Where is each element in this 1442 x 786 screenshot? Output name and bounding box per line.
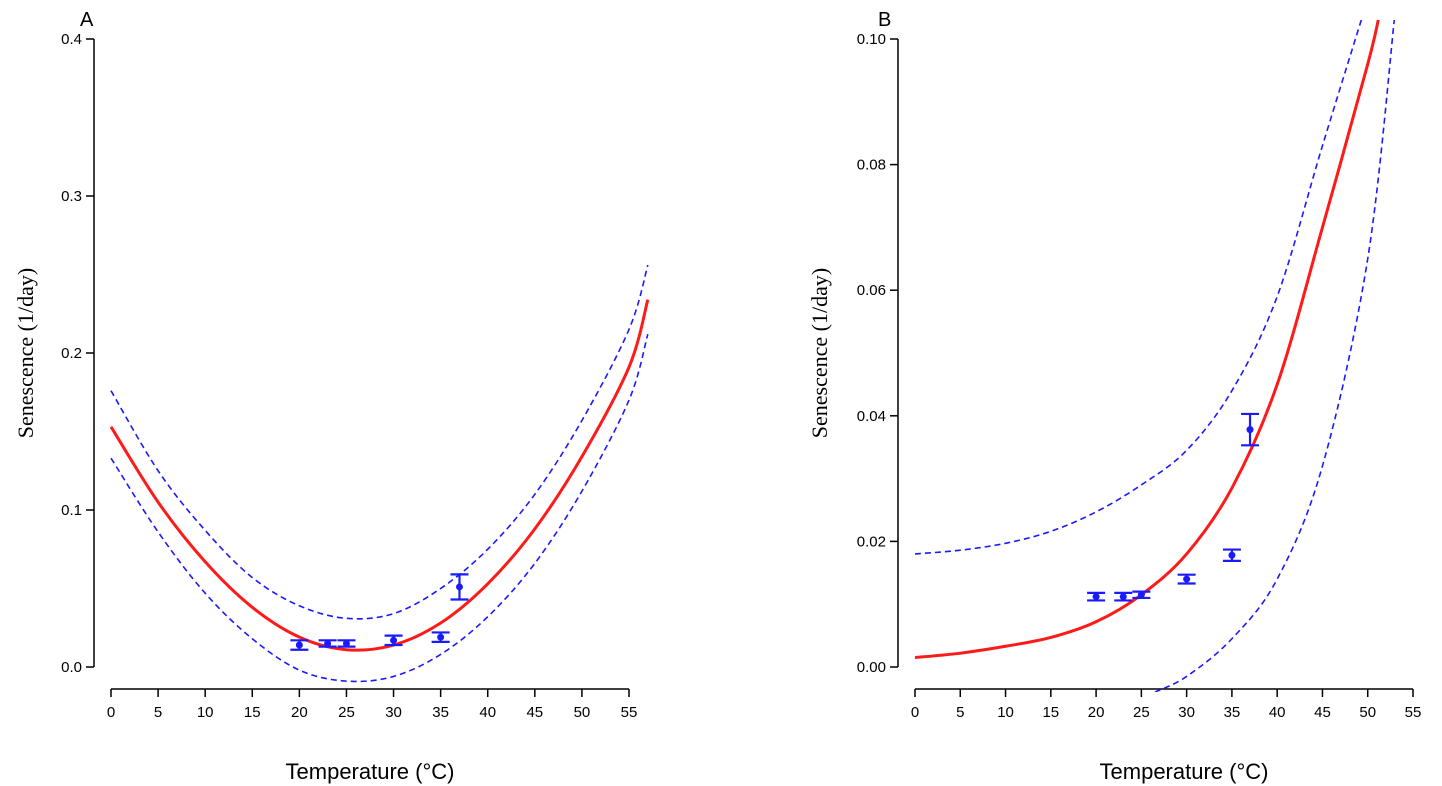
point-marker bbox=[1092, 593, 1100, 601]
x-tick-label: 40 bbox=[1269, 704, 1286, 721]
x-tick-label: 0 bbox=[911, 704, 919, 721]
series-ci-upper bbox=[110, 264, 649, 620]
x-tick-label: 5 bbox=[956, 704, 964, 721]
x-tick-label: 15 bbox=[1042, 704, 1059, 721]
series-ci-lower bbox=[1154, 20, 1396, 692]
y-tick-label: 0.4 bbox=[61, 31, 82, 48]
point-marker bbox=[324, 639, 332, 647]
x-tick-label: 5 bbox=[154, 704, 162, 721]
point-marker bbox=[1137, 591, 1145, 599]
data-point bbox=[1241, 412, 1260, 447]
data-point bbox=[337, 639, 356, 648]
panel-a-label: A bbox=[80, 9, 94, 31]
point-marker bbox=[437, 633, 445, 641]
x-tick-label: 50 bbox=[574, 704, 591, 721]
y-tick-label: 0.06 bbox=[857, 282, 886, 299]
x-tick-label: 50 bbox=[1359, 704, 1376, 721]
x-tick-label: 10 bbox=[197, 704, 214, 721]
x-tick-label: 55 bbox=[1405, 704, 1422, 721]
panel-a-x-label: Temperature (°C) bbox=[286, 759, 455, 784]
series-fit bbox=[109, 299, 650, 652]
y-tick-label: 0.10 bbox=[857, 31, 886, 48]
data-point bbox=[450, 573, 469, 601]
data-point bbox=[431, 631, 450, 643]
panel-a: A 0.0 0.1 0.2 0.3 0.4 0 5 10 15 20 25 30 35 40 45 50 55… bbox=[13, 9, 650, 784]
x-tick-label: 55 bbox=[621, 704, 638, 721]
series-fit bbox=[914, 20, 1380, 660]
point-marker bbox=[1246, 426, 1254, 434]
data-point bbox=[1222, 548, 1241, 562]
point-marker bbox=[295, 641, 303, 649]
series-ci-upper bbox=[914, 20, 1363, 555]
point-marker bbox=[455, 583, 463, 591]
panel-b-label: B bbox=[878, 9, 891, 31]
data-point bbox=[384, 634, 403, 647]
series-ci-lower bbox=[110, 333, 649, 683]
y-tick-label: 0.08 bbox=[857, 157, 886, 174]
data-point bbox=[1114, 591, 1133, 602]
data-point bbox=[1177, 573, 1196, 585]
panel-b-x-label: Temperature (°C) bbox=[1100, 759, 1269, 784]
y-tick-label: 0.0 bbox=[61, 659, 82, 676]
x-tick-label: 30 bbox=[385, 704, 402, 721]
x-tick-label: 20 bbox=[1088, 704, 1105, 721]
y-tick-label: 0.3 bbox=[61, 188, 82, 205]
x-tick-label: 20 bbox=[291, 704, 308, 721]
y-tick-label: 0.02 bbox=[857, 533, 886, 550]
x-tick-label: 45 bbox=[526, 704, 543, 721]
x-tick-label: 45 bbox=[1314, 704, 1331, 721]
point-marker bbox=[390, 636, 398, 644]
y-tick-label: 0.04 bbox=[857, 408, 886, 425]
x-tick-label: 35 bbox=[432, 704, 449, 721]
point-marker bbox=[1183, 575, 1191, 583]
panel-a-y-label: Senescence (1/day) bbox=[13, 268, 38, 438]
data-point bbox=[1132, 590, 1151, 600]
y-tick-label: 0.00 bbox=[857, 659, 886, 676]
y-tick-label: 0.2 bbox=[61, 345, 82, 362]
panel-b-y-label: Senescence (1/day) bbox=[807, 268, 832, 438]
x-tick-label: 15 bbox=[244, 704, 261, 721]
x-tick-label: 10 bbox=[997, 704, 1014, 721]
x-tick-label: 25 bbox=[1133, 704, 1150, 721]
y-tick-label: 0.1 bbox=[61, 502, 82, 519]
x-tick-label: 0 bbox=[107, 704, 115, 721]
x-tick-label: 35 bbox=[1224, 704, 1241, 721]
point-marker bbox=[1228, 551, 1236, 559]
panel-b: B 0.00 0.02 0.04 0.06 0.08 0.10 0 5 10 15 20 25 30 3… bbox=[807, 9, 1421, 784]
data-point bbox=[290, 639, 309, 651]
data-point bbox=[318, 639, 337, 648]
point-marker bbox=[1119, 593, 1127, 601]
point-marker bbox=[342, 639, 350, 647]
x-tick-label: 25 bbox=[338, 704, 355, 721]
x-tick-label: 30 bbox=[1178, 704, 1195, 721]
data-point bbox=[1087, 591, 1106, 602]
x-tick-label: 40 bbox=[479, 704, 496, 721]
